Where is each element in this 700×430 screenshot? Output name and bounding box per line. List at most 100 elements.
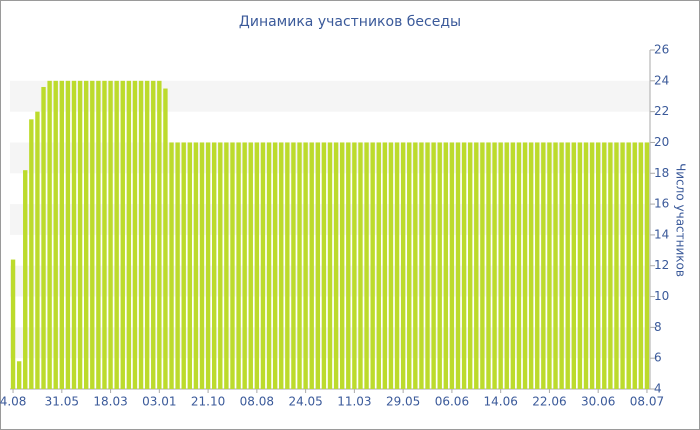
bar	[413, 142, 418, 389]
bar	[236, 142, 241, 389]
bar	[144, 80, 150, 390]
x-tick-label: 4.08	[0, 395, 26, 409]
y-tick-label: 10	[654, 289, 669, 303]
bar	[53, 80, 58, 390]
bar	[230, 142, 235, 389]
bar	[602, 142, 607, 389]
bar	[260, 142, 266, 389]
bar	[303, 142, 308, 389]
y-tick-label: 22	[654, 104, 669, 118]
bar	[516, 142, 522, 389]
bar	[120, 80, 125, 390]
bar	[626, 142, 631, 389]
bar	[291, 142, 296, 389]
bar	[187, 142, 193, 389]
bar	[431, 142, 436, 389]
x-tick-label: 14.06	[483, 395, 517, 409]
bar	[571, 142, 577, 389]
bar	[632, 142, 637, 389]
bar	[181, 142, 186, 389]
bar	[266, 142, 272, 389]
bar	[461, 142, 467, 389]
bar	[114, 80, 119, 390]
x-tick-label: 08.07	[630, 395, 664, 409]
bar	[211, 142, 217, 389]
bar	[29, 119, 34, 389]
bar	[41, 86, 46, 390]
bar	[400, 142, 406, 389]
x-tick-label: 30.06	[581, 395, 615, 409]
bar	[504, 142, 509, 389]
x-tick-label: 11.03	[337, 395, 371, 409]
bar	[47, 80, 52, 390]
bar	[71, 80, 77, 390]
bar	[443, 142, 449, 389]
bar	[248, 142, 253, 389]
y-tick-label: 24	[654, 73, 669, 87]
bar	[620, 142, 625, 389]
bar	[10, 259, 16, 389]
bar	[559, 142, 564, 389]
bar	[394, 142, 400, 389]
bar	[35, 111, 40, 390]
bar	[419, 142, 424, 389]
bar	[541, 142, 546, 389]
bar	[102, 80, 107, 390]
y-tick-label: 14	[654, 227, 669, 241]
bar	[59, 80, 65, 390]
bar	[151, 80, 156, 390]
bar	[126, 80, 132, 390]
x-tick-label: 08.08	[240, 395, 274, 409]
bar	[522, 142, 528, 389]
x-tick-label: 06.06	[435, 395, 469, 409]
bar	[65, 80, 71, 390]
y-axis-label: Число участников	[674, 163, 688, 277]
bar	[96, 80, 101, 390]
bar	[254, 142, 260, 389]
x-tick-label: 03.01	[142, 395, 176, 409]
bar	[333, 142, 339, 389]
bar	[132, 80, 138, 390]
x-tick-label: 24.05	[288, 395, 322, 409]
bar	[285, 142, 290, 389]
bar	[528, 142, 534, 389]
bar	[272, 142, 278, 389]
bar	[279, 142, 284, 389]
bar	[193, 142, 199, 389]
bar	[547, 142, 552, 389]
bar	[218, 142, 223, 389]
y-tick-label: 20	[654, 135, 669, 149]
bar	[321, 142, 327, 389]
bar	[90, 80, 95, 390]
bar	[614, 142, 619, 389]
bar	[388, 142, 394, 389]
y-tick-label: 8	[654, 320, 662, 334]
bar	[455, 142, 461, 389]
x-tick-label: 22.06	[532, 395, 566, 409]
x-tick-label: 18.03	[93, 395, 127, 409]
x-tick-label: 21.10	[191, 395, 225, 409]
y-tick-label: 26	[654, 43, 669, 57]
bar	[157, 80, 162, 390]
y-tick-label: 18	[654, 166, 669, 180]
bar	[565, 142, 570, 389]
bar	[23, 170, 28, 389]
bar	[474, 142, 479, 389]
x-tick-label: 31.05	[45, 395, 79, 409]
bar	[510, 142, 516, 389]
bar	[224, 142, 229, 389]
bar	[309, 142, 314, 389]
bar	[535, 142, 540, 389]
y-tick-label: 4	[654, 382, 662, 396]
bar	[327, 142, 333, 389]
y-tick-label: 6	[654, 351, 662, 365]
bar	[242, 142, 247, 389]
bar	[108, 80, 113, 390]
bar	[83, 80, 89, 390]
y-tick-label: 12	[654, 258, 669, 272]
bar	[346, 142, 351, 389]
bar	[163, 88, 168, 389]
bar	[638, 142, 644, 389]
bar	[382, 142, 388, 389]
bar	[467, 142, 473, 389]
